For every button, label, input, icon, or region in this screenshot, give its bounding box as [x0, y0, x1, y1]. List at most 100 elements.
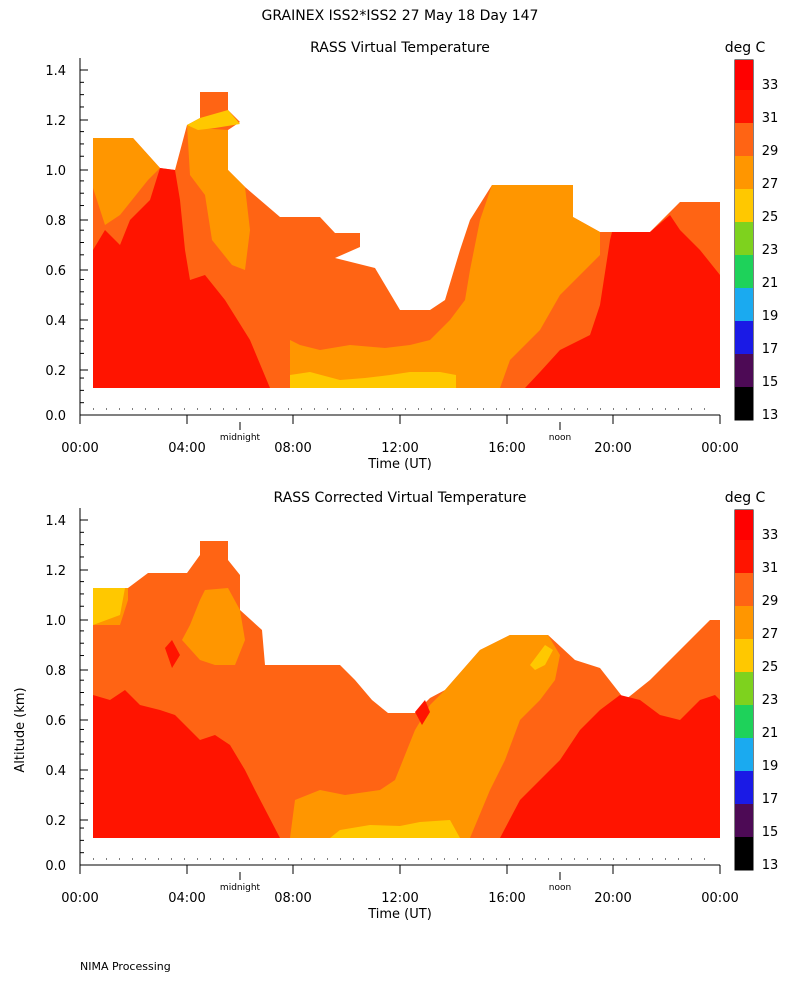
colorbar-label: 31: [762, 111, 779, 126]
temperature-field: [93, 541, 720, 838]
field-region-31c: [93, 168, 270, 388]
colorbar-label: 33: [762, 78, 779, 93]
colorbar-segment: [735, 288, 753, 321]
figure-title: GRAINEX ISS2*ISS2 27 May 18 Day 147: [262, 8, 539, 24]
x-tick-label: 08:00: [274, 441, 311, 456]
y-axis-label: Altitude (km): [13, 687, 28, 772]
colorbar-segment: [735, 573, 753, 606]
y-tick-label: 1.0: [45, 164, 66, 179]
field-region-25c: [187, 110, 240, 130]
colorbar-label: 19: [762, 309, 779, 324]
colorbar-label: 23: [762, 243, 779, 258]
time-markers: midnight noon: [220, 872, 571, 893]
y-tick-label: 0.4: [45, 764, 66, 779]
y-tick-label: 1.0: [45, 614, 66, 629]
colorbar-segment: [735, 540, 753, 573]
field-region-27c: [182, 588, 245, 665]
x-tick-label: 00:00: [701, 441, 738, 456]
x-tick-label: 16:00: [488, 441, 525, 456]
panel-title: RASS Virtual Temperature: [310, 40, 490, 56]
field-region-25c: [530, 645, 553, 670]
y-tick-labels: 0.0 0.2 0.4 0.6 0.8 1.0 1.2 1.4: [45, 64, 66, 424]
field-region-31c: [500, 695, 720, 838]
y-tick-label: 1.4: [45, 64, 66, 79]
field-region-27c: [93, 138, 160, 225]
field-region-31c: [93, 690, 280, 838]
noon-marker: noon: [549, 433, 571, 443]
colorbar-segment: [735, 606, 753, 639]
x-axis-label: Time (UT): [367, 457, 432, 472]
colorbar-label: 27: [762, 177, 779, 192]
footer-note: NIMA Processing: [80, 960, 171, 973]
panel-virtual-temperature: RASS Virtual Temperature deg C: [45, 40, 778, 472]
colorbar-segment: [735, 639, 753, 672]
colorbar-label: 31: [762, 561, 779, 576]
x-tick-label: 20:00: [594, 891, 631, 906]
field-region-27c: [290, 635, 560, 838]
field-region-27c: [187, 125, 250, 270]
colorbar-label: 25: [762, 660, 779, 675]
x-tick-label: 04:00: [168, 441, 205, 456]
field-region-25c: [290, 372, 456, 388]
colorbar-segment: [735, 672, 753, 705]
x-tick-label: 08:00: [274, 891, 311, 906]
x-tick-label: 12:00: [381, 441, 418, 456]
axes: [79, 58, 721, 424]
x-axis-label: Time (UT): [367, 907, 432, 922]
x-tick-label: 04:00: [168, 891, 205, 906]
colorbar-segment: [735, 738, 753, 771]
colorbar-segment: [735, 510, 753, 540]
panel-title: RASS Corrected Virtual Temperature: [274, 490, 527, 506]
x-tick-label: 00:00: [701, 891, 738, 906]
colorbar-segment: [735, 60, 753, 90]
colorbar-label: 21: [762, 276, 779, 291]
y-tick-label: 0.6: [45, 714, 66, 729]
colorbar-segment: [735, 123, 753, 156]
x-tick-label: 00:00: [61, 891, 98, 906]
field-region-31c: [525, 215, 720, 388]
y-tick-label: 1.2: [45, 564, 66, 579]
colorbar-label: 13: [762, 408, 779, 423]
x-tick-labels: 00:00 04:00 08:00 12:00 16:00 20:00 00:0…: [61, 891, 738, 906]
time-markers: midnight noon: [220, 422, 571, 443]
y-tick-label: 0.8: [45, 664, 66, 679]
field-region-27c: [290, 185, 600, 388]
y-tick-label: 1.2: [45, 114, 66, 129]
y-tick-label: 0.0: [45, 409, 66, 424]
colorbar-label: 29: [762, 594, 779, 609]
colorbar-label: 19: [762, 759, 779, 774]
x-tick-label: 12:00: [381, 891, 418, 906]
axes: [79, 508, 721, 874]
field-region-25c: [93, 588, 125, 625]
x-tick-label: 00:00: [61, 441, 98, 456]
colorbar-segment: [735, 321, 753, 354]
colorbar-segment: [735, 354, 753, 387]
colorbar-segment: [735, 189, 753, 222]
colorbar-label: 15: [762, 825, 779, 840]
y-tick-label: 0.0: [45, 859, 66, 874]
colorbar-units: deg C: [725, 490, 766, 506]
noon-marker: noon: [549, 883, 571, 893]
colorbar-segment: [735, 222, 753, 255]
colorbar-label: 17: [762, 342, 779, 357]
field-region-31c: [415, 700, 430, 725]
midnight-marker: midnight: [220, 433, 261, 443]
colorbar-segment: [735, 804, 753, 837]
colorbar: 13 15 17 19 21 23 25 27 29 31 33: [734, 509, 779, 873]
x-tick-label: 20:00: [594, 441, 631, 456]
colorbar-label: 29: [762, 144, 779, 159]
y-tick-labels: 0.0 0.2 0.4 0.6 0.8 1.0 1.2 1.4: [45, 514, 66, 874]
colorbar-segment: [735, 771, 753, 804]
colorbar-label: 33: [762, 528, 779, 543]
colorbar-segment: [735, 387, 753, 420]
colorbar-segment: [735, 90, 753, 123]
y-tick-label: 0.4: [45, 314, 66, 329]
colorbar-label: 13: [762, 858, 779, 873]
colorbar-label: 15: [762, 375, 779, 390]
field-region-29c: [93, 92, 720, 388]
field-region-25c: [330, 820, 460, 838]
colorbar-label: 25: [762, 210, 779, 225]
y-tick-label: 0.2: [45, 364, 66, 379]
field-region-31c: [165, 640, 180, 668]
